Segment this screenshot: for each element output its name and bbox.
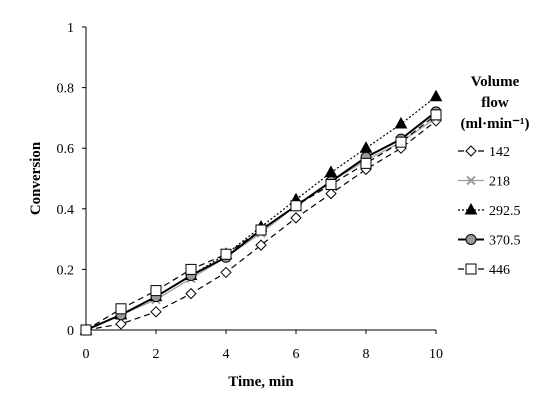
data-point-142 (255, 239, 267, 251)
data-point-446 (255, 224, 267, 236)
data-point-142 (185, 287, 197, 300)
x-tick-label: 10 (429, 347, 443, 362)
legend-label: 218 (489, 175, 510, 190)
y-tick-label: 0.6 (57, 142, 75, 157)
x-tick-label: 6 (293, 347, 300, 362)
data-point-446 (80, 324, 92, 336)
x-tick-label: 0 (83, 347, 90, 362)
legend-marker (465, 234, 477, 245)
data-point-292-5 (324, 165, 338, 177)
data-point-292-5 (394, 116, 408, 129)
data-point-446 (395, 136, 407, 148)
y-tick-label: 0.8 (57, 82, 75, 97)
legend-label: 292.5 (489, 204, 521, 219)
data-point-292-5 (429, 89, 443, 102)
legend-title-line: flow (481, 95, 509, 111)
series-line-292-5 (85, 96, 437, 331)
legend-label: 446 (489, 263, 510, 278)
data-point-446 (290, 200, 302, 212)
legend-label: 370.5 (489, 234, 521, 249)
y-tick-label: 1 (67, 21, 74, 36)
data-point-446 (360, 157, 372, 169)
data-point-446 (115, 303, 127, 315)
legend-title-line: Volume (471, 74, 520, 90)
y-tick-label: 0 (67, 324, 74, 339)
data-point-142 (290, 212, 302, 224)
data-point-446 (220, 248, 232, 260)
series-line-142 (85, 120, 437, 331)
y-tick-label: 0.4 (57, 203, 75, 218)
legend-marker (465, 263, 477, 275)
data-point-142 (150, 306, 162, 318)
legend-label: 142 (489, 145, 510, 160)
legend-title-line: (ml·min⁻¹) (460, 116, 529, 132)
data-point-292-5 (359, 141, 373, 153)
x-tick-label: 4 (223, 347, 230, 362)
y-tick-label: 0.2 (57, 263, 75, 278)
x-axis-title: Time, min (228, 374, 294, 390)
data-point-142 (220, 266, 232, 279)
x-tick-label: 2 (153, 347, 160, 362)
legend: Volume flow (ml·min⁻¹) 142 218 292.5 370.5 446 (458, 74, 530, 278)
data-point-446 (325, 179, 337, 191)
data-point-142 (325, 187, 337, 200)
legend-marker (465, 145, 477, 157)
y-axis-title: Conversion (28, 141, 44, 215)
data-point-142 (115, 318, 127, 330)
legend-marker (466, 175, 476, 186)
data-point-446 (150, 285, 162, 297)
data-point-446 (430, 109, 442, 121)
x-tick-label: 8 (363, 347, 370, 362)
data-point-446 (185, 263, 197, 275)
legend-marker (464, 202, 478, 215)
